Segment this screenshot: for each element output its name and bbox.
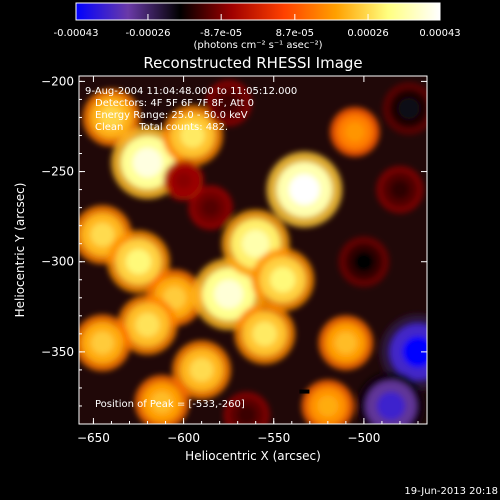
heatmap-blob-core [270, 267, 296, 293]
colorbar-tick-label: 8.7e-05 [276, 28, 314, 39]
colorbar-tick-label: -8.7e-05 [200, 28, 242, 39]
colorbar-label: (photons cm⁻² s⁻¹ asec⁻²) [193, 40, 322, 51]
heatmap-blob-core [288, 174, 320, 205]
y-tick-label: −300 [41, 255, 74, 269]
heatmap-blob-core [390, 179, 410, 200]
chart-title: Reconstructed RHESSI Image [143, 54, 362, 72]
y-tick-label: −350 [41, 345, 74, 359]
y-tick-label: −250 [41, 165, 74, 179]
plot-frame [78, 75, 428, 425]
heatmap-blob-core [402, 336, 427, 368]
colorbar-tick-label: 0.00043 [419, 28, 460, 39]
x-axis-label: Heliocentric X (arcsec) [185, 449, 321, 463]
heatmap-blob-core [189, 357, 214, 382]
x-tick-label: −500 [347, 431, 380, 445]
heatmap-blob-core [150, 391, 174, 414]
x-tick-label: −600 [167, 431, 200, 445]
colorbar-bar [75, 2, 441, 21]
heatmap-blob-core [219, 93, 239, 113]
heatmap-blob-core [334, 331, 357, 354]
heatmap-layer [79, 79, 427, 424]
heatmap-blob-core [99, 105, 124, 130]
x-axis-ticks: −650 −600 −550 −500 [77, 76, 419, 445]
colorbar-tick-label: -0.00043 [54, 28, 99, 39]
heatmap-blob-core [180, 123, 205, 148]
y-tick-label: −200 [41, 74, 74, 88]
x-tick-label: −650 [77, 431, 110, 445]
colorbar-tick-label: 0.00026 [347, 28, 388, 39]
heatmap-blob-core [163, 286, 187, 310]
heatmap-blob-core [175, 172, 192, 189]
peak-marker [299, 389, 310, 394]
heatmap-blob-core [353, 251, 375, 273]
x-tick-label: −550 [257, 431, 290, 445]
heatmap-blob-core [214, 279, 244, 309]
heatmap-blob-core [398, 97, 420, 120]
heatmap-blob-core [201, 198, 220, 217]
colorbar: -0.00043 -0.00026 -8.7e-05 8.7e-05 0.00026 0.… [54, 2, 461, 51]
heatmap-area [79, 76, 427, 424]
annotations: 9-Aug-2004 11:04:48.000 to 11:05:12.000 … [85, 86, 297, 410]
footer-date: 19-Jun-2013 20:18 [404, 486, 498, 497]
heatmap-blob-core [376, 392, 405, 420]
heatmap-blob-core [90, 222, 115, 247]
heatmap-blob-core [317, 395, 339, 417]
y-axis-label: Heliocentric Y (arcsec) [13, 183, 27, 318]
colorbar-ticks: -0.00043 -0.00026 -8.7e-05 8.7e-05 0.00026 0.… [54, 14, 461, 39]
annotation-energy: Energy Range: 25.0 - 50.0 keV [95, 110, 248, 121]
heatmap-blob-core [241, 229, 270, 258]
annotation-clean: Clean Total counts: 482. [95, 122, 228, 133]
heatmap-blob-core [252, 321, 278, 347]
heatmap-blob-core [125, 248, 152, 275]
annotation-detectors: Detectors: 4F 5F 6F 7F 8F, Att 0 [95, 98, 254, 109]
colorbar-tick-label: -0.00026 [125, 28, 170, 39]
heatmap-blob-core [135, 312, 160, 337]
heatmap-blob-core [237, 405, 257, 424]
heatmap-blob-core [90, 331, 114, 355]
annotation-peak: Position of Peak = [-533,-260] [95, 399, 245, 410]
annotation-time: 9-Aug-2004 11:04:48.000 to 11:05:12.000 [85, 86, 297, 97]
heatmap-blob-core [132, 147, 163, 178]
heatmap-blob-core [344, 121, 365, 142]
y-axis-ticks: −200 −250 −300 −350 [41, 74, 427, 407]
